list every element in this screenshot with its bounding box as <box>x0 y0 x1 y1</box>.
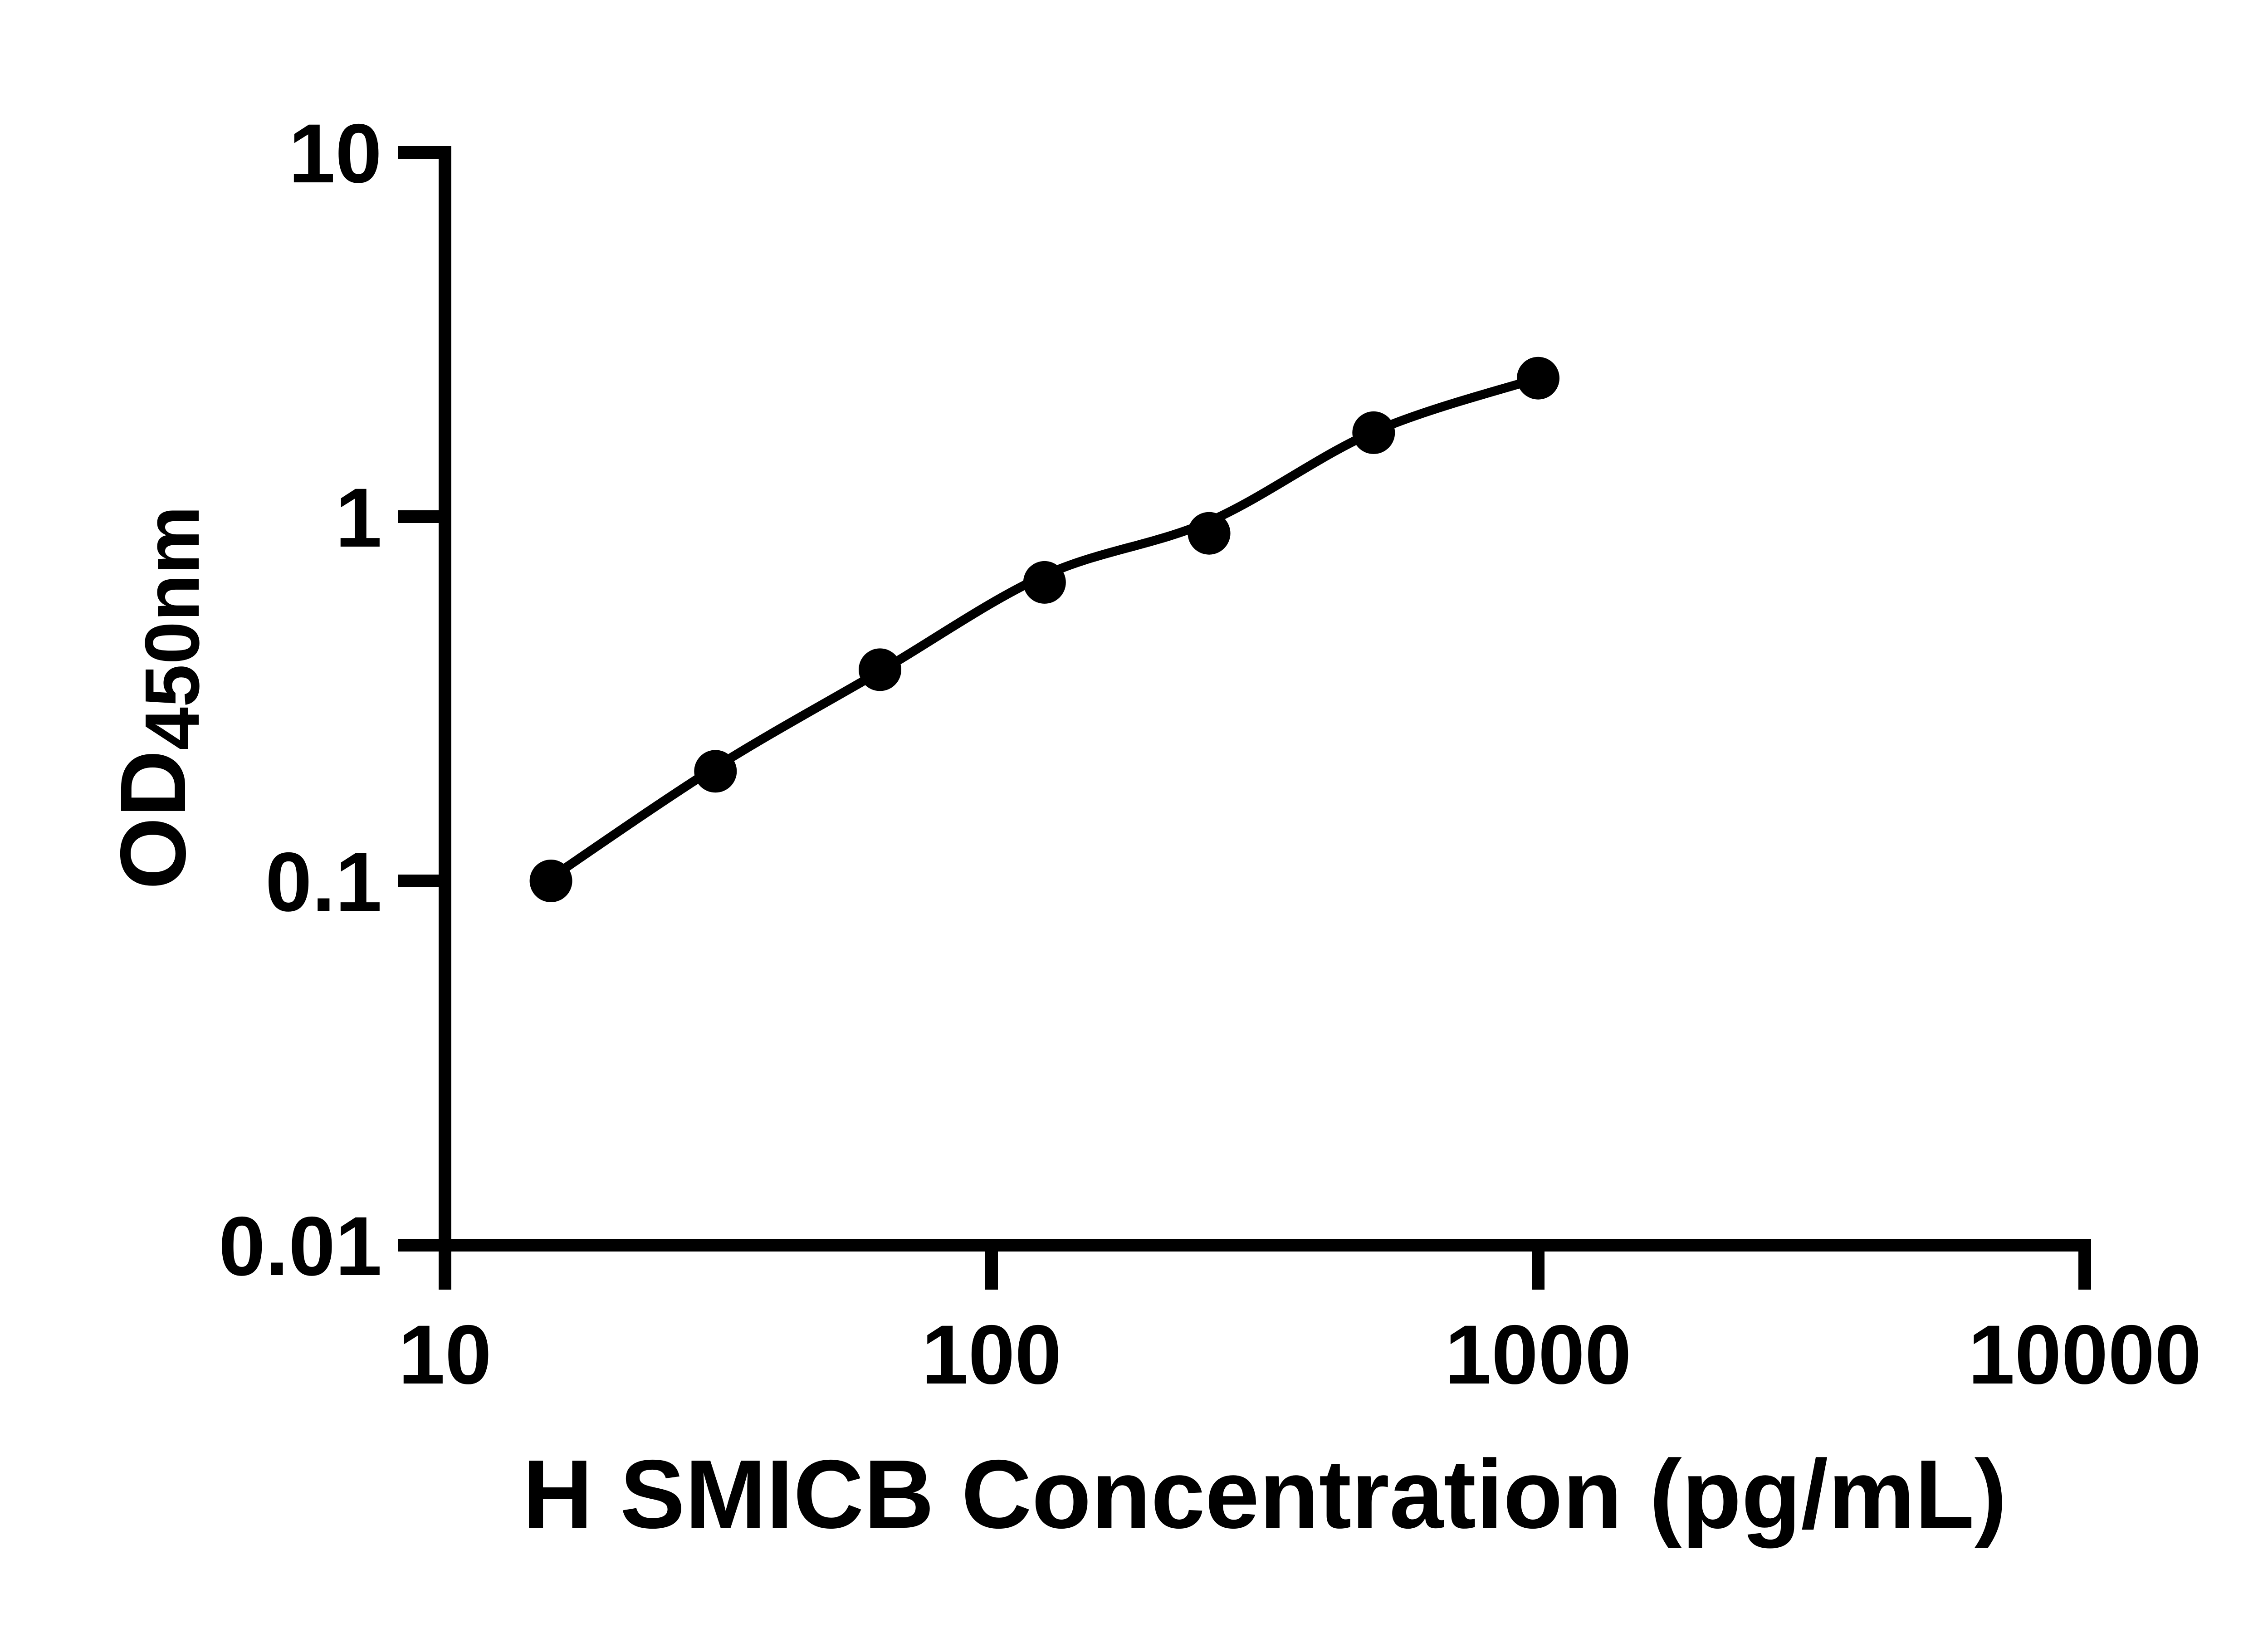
x-tick-labels: 10 100 1000 10000 <box>398 1308 2201 1402</box>
data-point-marker <box>1352 411 1395 454</box>
fitted-curve-line <box>546 373 1543 883</box>
data-point-marker <box>859 648 901 691</box>
data-point-markers <box>529 357 1559 902</box>
x-tick-label: 1000 <box>1445 1308 1632 1402</box>
axes <box>398 146 2091 1290</box>
y-axis-title: OD450nm <box>101 506 215 890</box>
data-point-marker <box>1023 561 1066 604</box>
x-tick-label: 100 <box>922 1308 1062 1402</box>
data-point-marker <box>1517 357 1559 400</box>
y-axis-title-main-text: OD <box>101 750 205 890</box>
y-tick-label: 1 <box>335 471 382 565</box>
y-tick-label: 0.01 <box>219 1200 382 1293</box>
data-point-marker <box>1188 512 1231 555</box>
y-tick-label: 0.1 <box>265 836 382 929</box>
x-tick-label: 10000 <box>1968 1308 2201 1402</box>
x-tick-label: 10 <box>398 1308 492 1402</box>
data-point-marker <box>529 860 572 902</box>
y-tick-labels: 10 1 0.1 0.01 <box>219 107 382 1293</box>
x-axis-title: H SMICB Concentration (pg/mL) <box>523 1439 2007 1549</box>
x-tick-marks <box>439 1245 2091 1290</box>
y-tick-label: 10 <box>288 107 382 200</box>
data-point-marker <box>694 750 737 793</box>
y-axis-title-subscript: 450nm <box>129 506 215 750</box>
